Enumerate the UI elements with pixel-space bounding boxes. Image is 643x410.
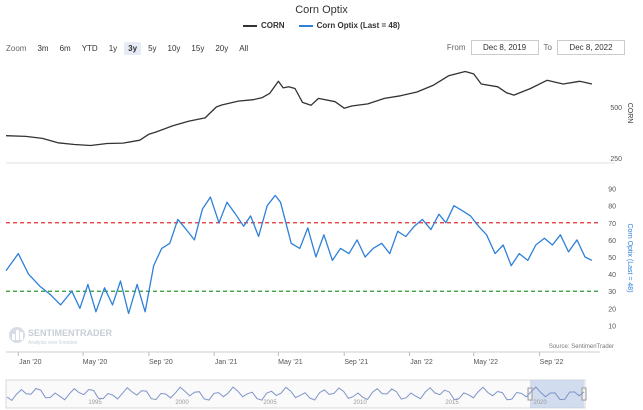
navigator-handle-right[interactable] xyxy=(581,387,587,401)
corn-series-line xyxy=(5,70,593,147)
xtick-label-3: Jan ’21 xyxy=(215,359,238,366)
xtick-label-0: Jan '20 xyxy=(19,359,41,366)
optix-axis-title: Corn Optix (Last = 48) xyxy=(626,223,633,292)
corn-ytick-0: 500 xyxy=(610,105,622,112)
to-label: To xyxy=(543,43,552,52)
legend-label-corn: CORN xyxy=(261,21,285,30)
watermark-logo-bar-1 xyxy=(12,334,15,340)
optix-ytick-4: 50 xyxy=(608,255,616,262)
watermark: SENTIMENTRADER Analysis over Emotion xyxy=(9,327,113,346)
navigator-selection[interactable] xyxy=(530,380,584,408)
optix-ytick-7: 20 xyxy=(608,306,616,313)
navigator-handle-left[interactable] xyxy=(527,387,533,401)
zoom-bar: Zoom 3m 6m YTD 1y 3y 5y 10y 15y 20y All xyxy=(6,42,252,55)
optix-ytick-0: 90 xyxy=(608,187,616,194)
optix-ytick-2: 70 xyxy=(608,221,616,228)
zoom-button-20y[interactable]: 20y xyxy=(215,44,229,53)
xtick-label-1: May ’20 xyxy=(83,359,108,366)
optix-ytick-8: 10 xyxy=(608,323,616,330)
optix-panel: 90 80 70 60 50 40 30 20 10 xyxy=(5,187,616,330)
chart-title: Corn Optix xyxy=(295,4,348,16)
corn-axis-title: CORN xyxy=(626,103,633,124)
zoom-button-3y[interactable]: 3y xyxy=(124,42,142,55)
zoom-button-ytd[interactable]: YTD xyxy=(81,44,98,53)
optix-series-line xyxy=(5,194,593,315)
legend-swatch-corn xyxy=(243,24,258,27)
optix-ytick-3: 60 xyxy=(608,238,616,245)
navigator-frame xyxy=(5,379,586,409)
optix-ytick-5: 40 xyxy=(608,272,616,279)
optix-ytick-1: 80 xyxy=(608,204,616,211)
zoom-button-10y[interactable]: 10y xyxy=(167,44,181,53)
legend-swatch-optix xyxy=(298,24,313,27)
navigator-label-4: 2015 xyxy=(445,400,459,406)
corn-panel: 500 250 xyxy=(5,70,622,163)
xtick-label-5: Sep ’21 xyxy=(344,359,368,366)
xtick-label-6: Jan ’22 xyxy=(410,359,433,366)
navigator-label-5: 2020 xyxy=(533,400,547,406)
xtick-label-2: Sep ’20 xyxy=(149,359,173,366)
zoom-button-5y[interactable]: 5y xyxy=(148,44,157,53)
from-date-input[interactable]: Dec 8, 2019 xyxy=(470,40,539,55)
navigator-label-3: 2010 xyxy=(353,400,367,406)
zoom-button-1y[interactable]: 1y xyxy=(108,44,118,53)
to-date-input[interactable]: Dec 8, 2022 xyxy=(557,40,625,55)
navigator-label-1: 2000 xyxy=(175,400,189,406)
from-label: From xyxy=(446,43,466,52)
navigator-series-line xyxy=(6,386,585,402)
legend: CORN Corn Optix (Last = 48) xyxy=(0,21,643,30)
zoom-button-6m[interactable]: 6m xyxy=(59,44,71,53)
watermark-logo-bar-3 xyxy=(20,332,23,340)
corn-ytick-1: 250 xyxy=(610,156,622,163)
legend-label-optix: Corn Optix (Last = 48) xyxy=(316,21,400,30)
watermark-tagline: Analysis over Emotion xyxy=(28,340,78,346)
date-range: From Dec 8, 2019 To Dec 8, 2022 xyxy=(447,40,625,55)
xtick-label-7: May ’22 xyxy=(473,359,498,366)
x-axis: Jan '20 May ’20 Sep ’20 Jan ’21 May ’21 Sep ’… xyxy=(6,351,600,366)
legend-item-optix[interactable]: Corn Optix (Last = 48) xyxy=(298,21,400,30)
watermark-name: SENTIMENTRADER xyxy=(28,328,113,338)
xtick-label-4: May ’21 xyxy=(278,359,303,366)
navigator-label-2: 2005 xyxy=(263,400,277,406)
navigator[interactable]: 1995 2000 2005 2010 2015 2020 xyxy=(5,379,587,409)
xtick-label-8: Sep ’22 xyxy=(540,359,564,366)
optix-ytick-6: 30 xyxy=(608,289,616,296)
zoom-label: Zoom xyxy=(6,44,27,53)
navigator-label-0: 1995 xyxy=(88,400,102,406)
zoom-button-15y[interactable]: 15y xyxy=(191,44,205,53)
source-credit: Source: SentimenTrader xyxy=(549,344,614,350)
zoom-button-all[interactable]: All xyxy=(239,44,249,53)
zoom-button-3m[interactable]: 3m xyxy=(37,44,49,53)
watermark-logo-bar-2 xyxy=(16,330,19,340)
legend-item-corn[interactable]: CORN xyxy=(243,21,285,30)
